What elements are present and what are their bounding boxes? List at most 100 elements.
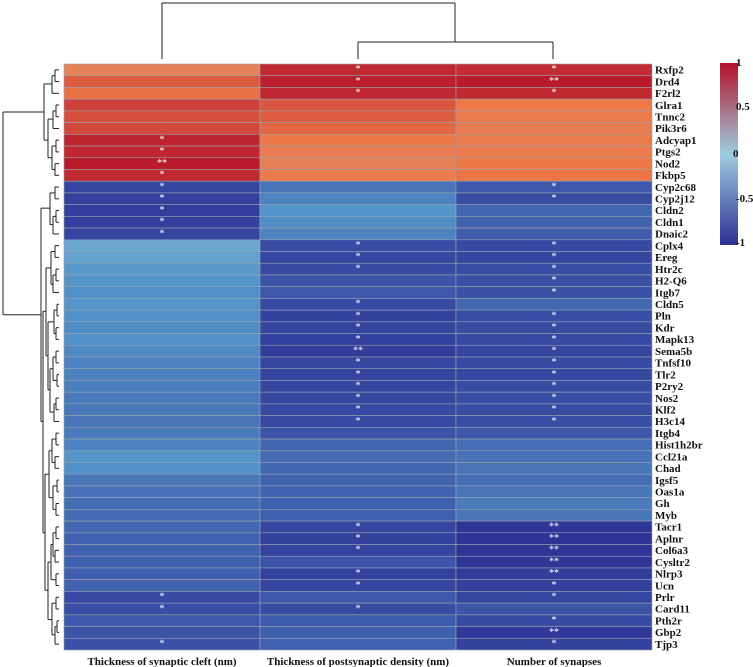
row-label: Itgb4 bbox=[655, 428, 681, 440]
significance-star: ** bbox=[353, 345, 363, 356]
row-label: Oas1a bbox=[655, 487, 685, 499]
heatmap-cell bbox=[259, 509, 457, 522]
significance-markers: * ** *** ******* ** ***** ** ** ***** ** ** *** ** **… bbox=[157, 64, 559, 649]
heatmap-cell bbox=[259, 204, 457, 217]
significance-star: * bbox=[552, 381, 557, 392]
heatmap-cell bbox=[259, 438, 457, 452]
significance-star: * bbox=[552, 88, 557, 99]
colorbar-tick-label: 0.5 bbox=[736, 101, 750, 113]
heatmap-cell bbox=[63, 122, 261, 135]
significance-star: * bbox=[356, 369, 361, 380]
significance-star: * bbox=[552, 334, 557, 345]
significance-star: * bbox=[356, 381, 361, 392]
heatmap-cell bbox=[63, 98, 261, 112]
significance-star: ** bbox=[549, 76, 559, 87]
heatmap-cell bbox=[455, 637, 653, 651]
significance-star: * bbox=[160, 170, 165, 181]
heatmap-cell bbox=[63, 298, 261, 311]
heatmap-cell bbox=[259, 134, 457, 147]
heatmap-cell bbox=[259, 497, 457, 510]
significance-star: * bbox=[552, 193, 557, 204]
row-label: Myb bbox=[655, 510, 677, 522]
row-label: Tlr2 bbox=[655, 369, 676, 381]
significance-star: * bbox=[552, 592, 557, 603]
significance-star: * bbox=[356, 263, 361, 274]
heatmap-cell bbox=[63, 626, 261, 639]
significance-star: * bbox=[552, 275, 557, 286]
row-label: Card11 bbox=[655, 604, 690, 616]
heatmap-cell bbox=[455, 497, 653, 510]
significance-star: * bbox=[552, 615, 557, 626]
row-label: Pln bbox=[655, 311, 671, 323]
row-label: Ereg bbox=[655, 252, 678, 264]
heatmap-cell bbox=[259, 614, 457, 627]
significance-star: ** bbox=[549, 533, 559, 544]
significance-star: * bbox=[356, 240, 361, 251]
row-label: Aplnr bbox=[655, 533, 683, 545]
significance-star: * bbox=[552, 64, 557, 75]
significance-star: * bbox=[552, 638, 557, 649]
row-label: Igsf5 bbox=[655, 475, 679, 487]
heatmap-cell bbox=[455, 450, 653, 463]
heatmap-cell bbox=[259, 157, 457, 170]
heatmap-cell bbox=[455, 473, 653, 487]
heatmap-cell bbox=[63, 380, 261, 393]
heatmap-cell bbox=[259, 227, 457, 241]
significance-star: * bbox=[552, 181, 557, 192]
significance-star: * bbox=[160, 592, 165, 603]
row-label: Hist1h2br bbox=[655, 440, 703, 452]
heatmap-cell bbox=[259, 473, 457, 487]
significance-star: ** bbox=[549, 556, 559, 567]
row-label: Drd4 bbox=[655, 76, 680, 88]
row-label: Rxfp2 bbox=[655, 65, 684, 77]
heatmap-cell bbox=[63, 87, 261, 100]
heatmap-cell bbox=[63, 520, 261, 534]
heatmap-cell bbox=[63, 567, 261, 580]
heatmap-cell bbox=[63, 473, 261, 487]
significance-star: * bbox=[356, 88, 361, 99]
row-label: Nod2 bbox=[655, 158, 681, 170]
heatmap-cell bbox=[63, 415, 261, 428]
significance-star: * bbox=[356, 521, 361, 532]
heatmap-cell bbox=[455, 427, 653, 440]
row-label: Tjp3 bbox=[655, 639, 678, 651]
heatmap-cell bbox=[455, 145, 653, 159]
significance-star: * bbox=[552, 240, 557, 251]
significance-star: * bbox=[160, 205, 165, 216]
heatmap-cell bbox=[259, 98, 457, 112]
heatmap-cell bbox=[455, 298, 653, 311]
significance-star: * bbox=[552, 416, 557, 427]
significance-star: * bbox=[356, 568, 361, 579]
significance-star: * bbox=[552, 357, 557, 368]
heatmap-cell bbox=[63, 485, 261, 498]
row-label: Nos2 bbox=[655, 393, 679, 405]
row-label: P2ry2 bbox=[655, 381, 684, 393]
column-labels: Thickness of synaptic cleft (nm) Thicknes… bbox=[87, 656, 602, 667]
heatmap-cell bbox=[455, 227, 653, 241]
colorbar-tick-label: -1 bbox=[736, 237, 745, 249]
row-label: Kdr bbox=[655, 322, 675, 334]
heatmap-cell bbox=[259, 122, 457, 135]
row-label: Htr2c bbox=[655, 264, 683, 276]
row-label: F2rl2 bbox=[655, 88, 681, 100]
heatmap-cell bbox=[455, 462, 653, 475]
row-label: Cyp2j12 bbox=[655, 194, 695, 206]
heatmap-cell bbox=[259, 591, 457, 604]
heatmap-cell bbox=[63, 368, 261, 381]
significance-star: * bbox=[356, 357, 361, 368]
heatmap-cell bbox=[63, 427, 261, 440]
heatmap-cell bbox=[63, 239, 261, 252]
heatmap-cell bbox=[63, 251, 261, 264]
colorbar-gradient bbox=[720, 63, 738, 245]
significance-star: ** bbox=[549, 627, 559, 638]
significance-star: * bbox=[160, 603, 165, 614]
heatmap-cell bbox=[259, 110, 457, 123]
significance-star: * bbox=[552, 322, 557, 333]
heatmap-cell bbox=[63, 286, 261, 299]
row-label: Sema5b bbox=[655, 346, 692, 358]
heatmap-cell bbox=[455, 204, 653, 217]
heatmap-cell bbox=[259, 192, 457, 205]
colorbar-tick-label: 0 bbox=[733, 148, 739, 160]
heatmap-cell bbox=[259, 286, 457, 299]
